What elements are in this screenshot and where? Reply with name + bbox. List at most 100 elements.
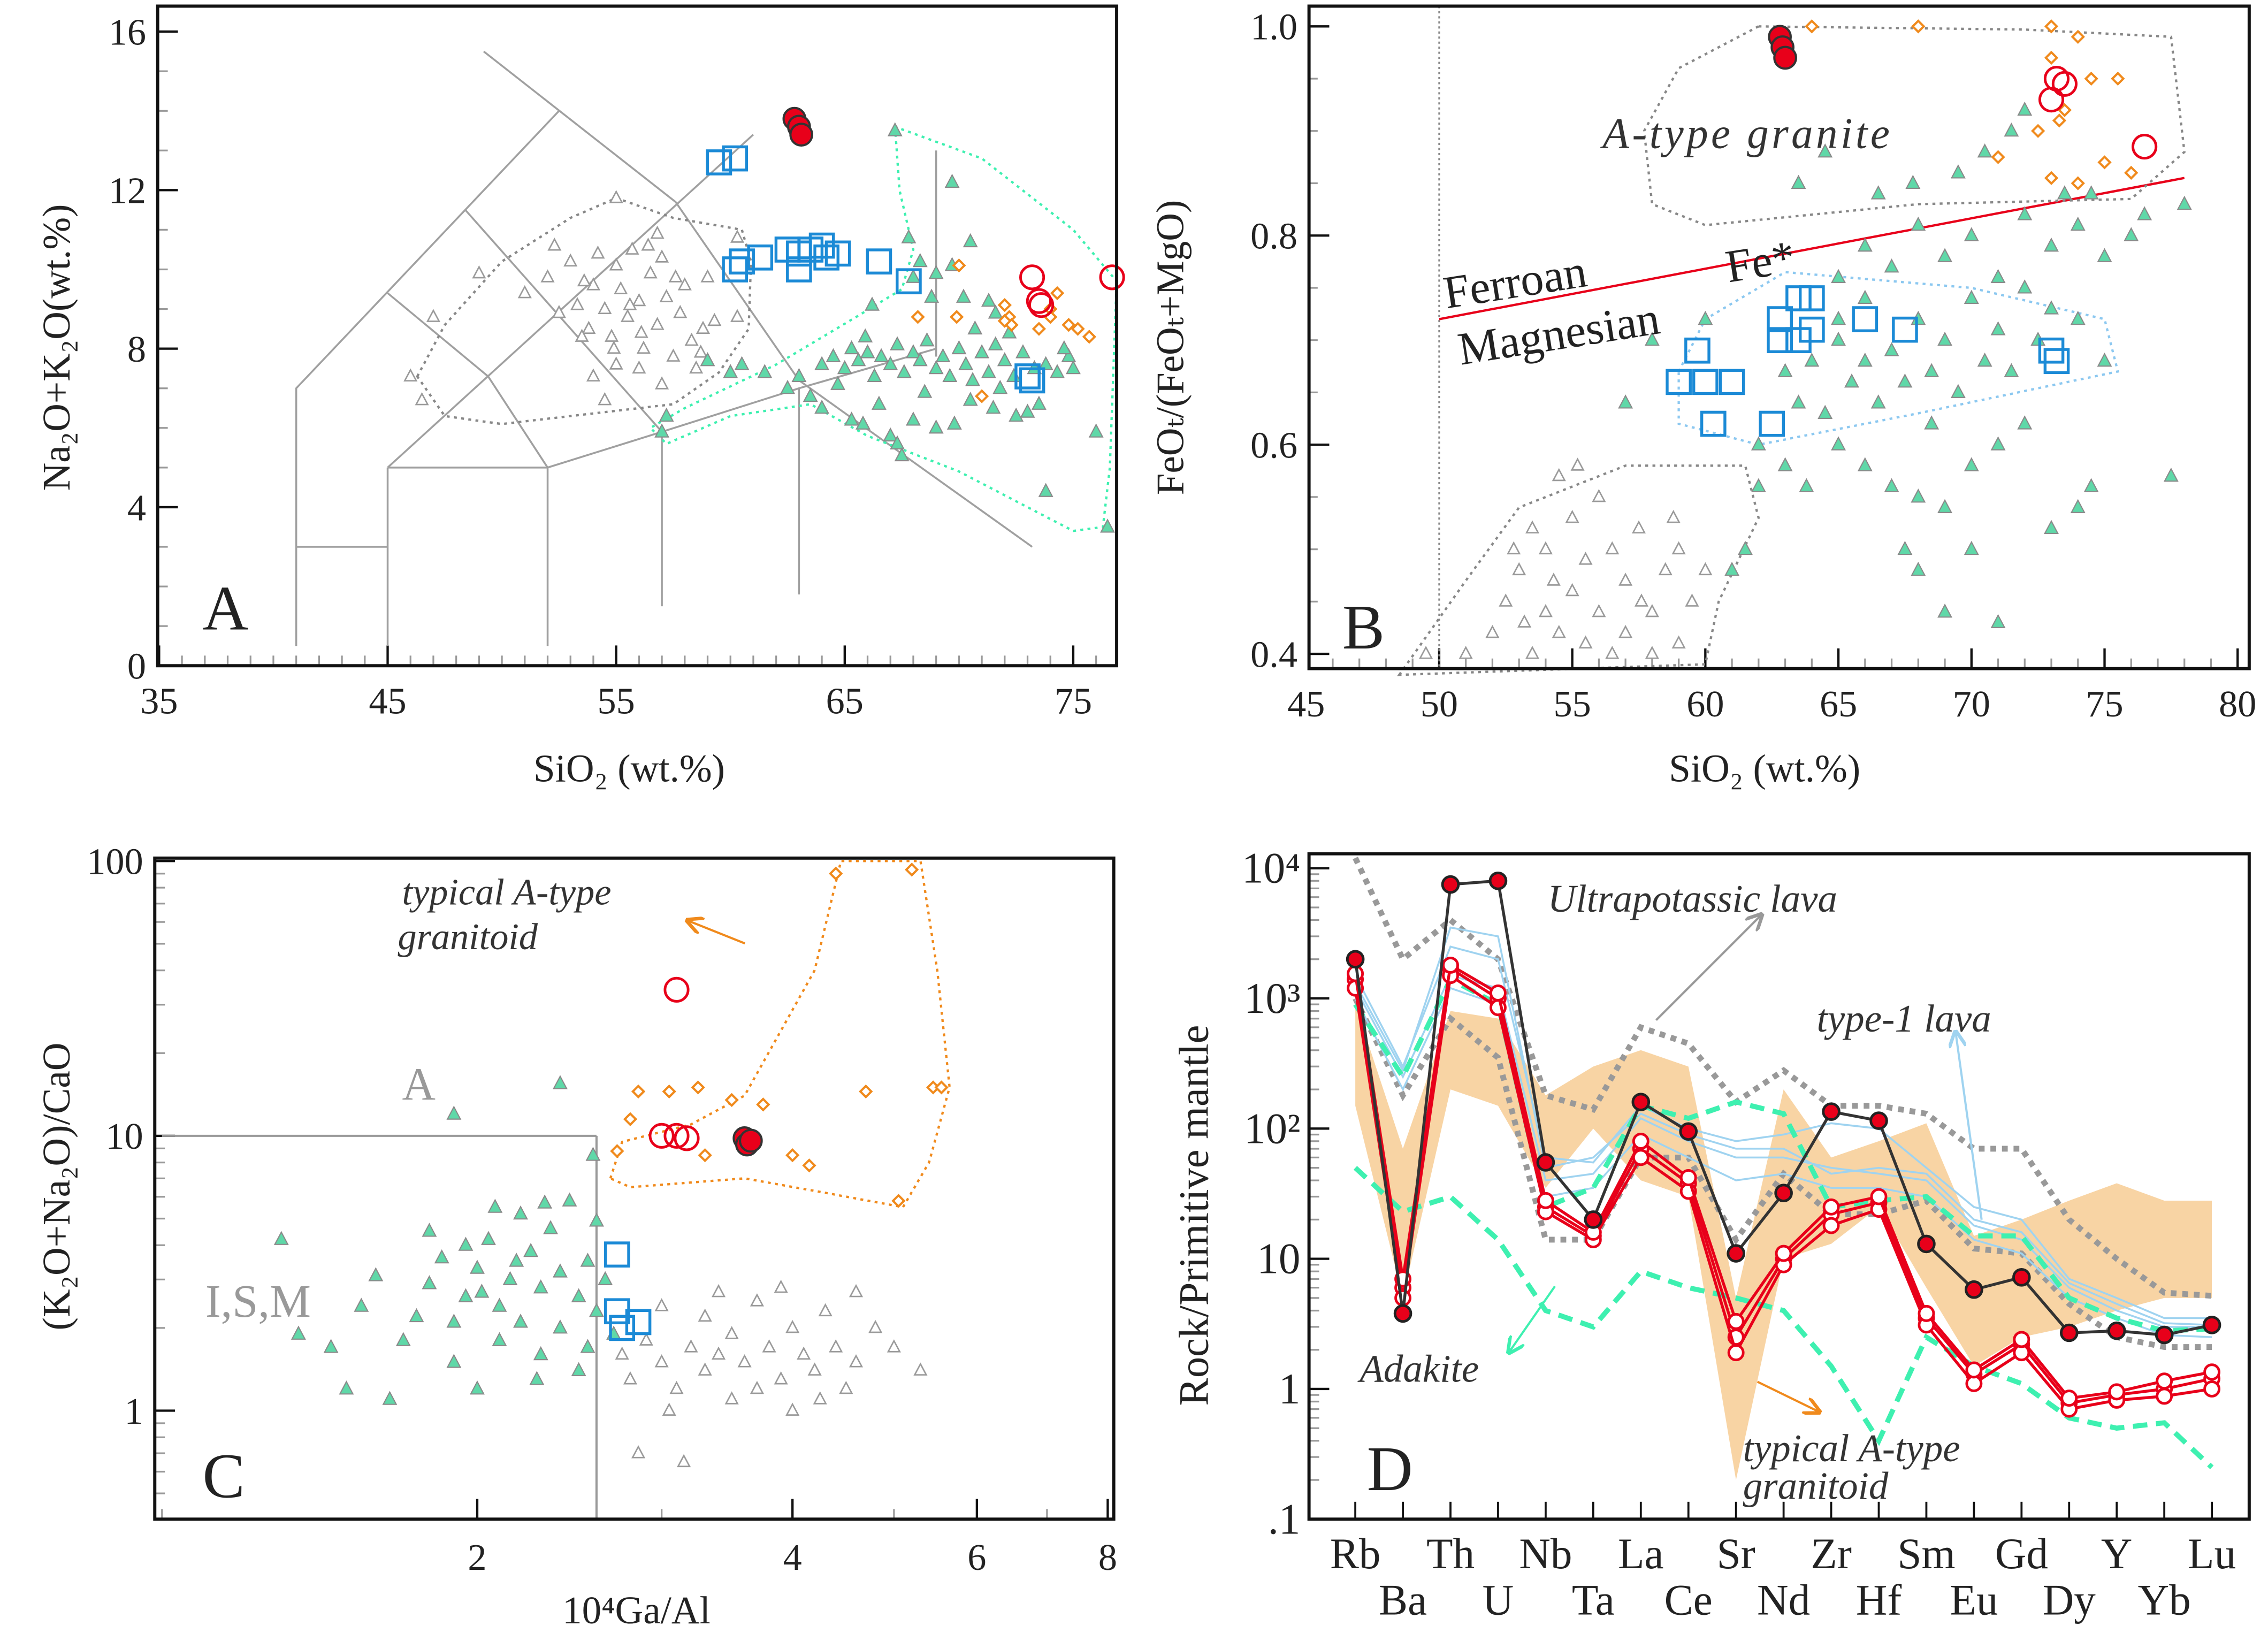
green-triangle-point	[1751, 436, 1766, 451]
green-triangle-point	[598, 1271, 613, 1285]
green-triangle-point	[890, 435, 905, 449]
x-tick-label-eu: Eu	[1950, 1576, 1998, 1624]
gray-triangle-point	[586, 277, 601, 291]
green-triangle-point	[1644, 331, 1660, 346]
red-sample-point	[1727, 1344, 1745, 1362]
adakite-label: Adakite	[1357, 1347, 1479, 1390]
green-triangle-point	[1738, 540, 1753, 555]
gray-triangle-point	[1618, 624, 1633, 638]
green-triangle-point	[509, 1253, 524, 1267]
y-tick-label: 0.4	[1250, 633, 1297, 675]
green-triangle-point	[474, 1284, 490, 1298]
gray-triangle-point	[677, 277, 692, 291]
green-triangle-point	[919, 332, 935, 347]
red-sample-point	[1918, 1304, 1935, 1322]
black-sample-point	[2012, 1268, 2031, 1287]
ultrapotassic-arrow	[1655, 914, 1761, 1021]
orange-diamond-point	[2084, 71, 2098, 86]
green-triangle-point	[1038, 483, 1053, 497]
green-triangle-point	[1724, 561, 1740, 576]
gray-triangle-point	[614, 281, 628, 294]
panel-c-letter: C	[202, 1441, 245, 1512]
green-triangle-point	[543, 1220, 559, 1234]
type1-arrow	[1956, 1032, 1983, 1220]
green-triangle-point	[844, 340, 859, 355]
red-open-circle-point	[663, 976, 690, 1003]
orange-diamond-point	[1911, 19, 1926, 34]
gray-triangle-point	[1671, 541, 1686, 555]
gray-triangle-point	[609, 190, 623, 203]
black-sample-point	[1536, 1153, 1555, 1172]
blue-square-point	[625, 1309, 652, 1335]
y-tick-label: .1	[1268, 1495, 1301, 1543]
gray-field	[416, 196, 752, 425]
blue-square-point	[1799, 316, 1825, 343]
orange-diamond-point	[1062, 318, 1076, 332]
green-triangle-point	[1061, 348, 1076, 362]
green-triangle-point	[1100, 518, 1115, 533]
panel-a-xlabel: SiO₂ (wt.%)	[533, 747, 725, 790]
orange-diamond-point	[2111, 71, 2125, 86]
gray-triangle-point	[639, 1332, 653, 1346]
gray-triangle-point	[1592, 604, 1606, 617]
green-triangle-point	[571, 1362, 586, 1376]
green-triangle-point	[492, 1297, 507, 1312]
gray-triangle-point	[623, 297, 637, 310]
gray-triangle-point	[696, 320, 711, 334]
gray-triangle-point	[609, 257, 623, 271]
gray-triangle-point	[1570, 457, 1585, 471]
red-sample-point	[2203, 1363, 2221, 1381]
type1-label: type-1 lava	[1817, 997, 1991, 1040]
gray-triangle-point	[1525, 520, 1540, 533]
green-triangle-point	[791, 368, 807, 383]
green-triangle-point	[1937, 331, 1953, 346]
panel-a: 35 45 55 65 75 0 4 8 12 16 A SiO₂ (wt.%) Na₂O+K₂O…	[35, 4, 1125, 790]
gray-triangle-point	[913, 1362, 928, 1376]
orange-diamond-point	[859, 1084, 873, 1099]
orange-diamond-point	[2071, 29, 2085, 44]
x-tick-label-u: U	[1483, 1576, 1514, 1624]
panel-b-plot: 45 50 55 60 65 70 75 80 0.4 0.6 0.8 1.0	[1250, 6, 2256, 725]
gray-triangle-point	[1698, 562, 1713, 576]
gray-triangle-point	[684, 332, 699, 346]
series-line-adakite	[1353, 1166, 2214, 1469]
gray-triangle-point	[839, 1380, 853, 1394]
gray-triangle-point	[1658, 562, 1673, 576]
green-triangle-point	[533, 1279, 548, 1294]
black-sample-point	[2155, 1325, 2174, 1345]
green-triangle-point	[2017, 206, 2033, 220]
orange-diamond-point	[974, 389, 989, 403]
orange-diamond-point	[802, 1158, 816, 1173]
y-tick-label: 1	[125, 1391, 143, 1432]
gray-triangle-point	[785, 1319, 800, 1333]
gray-triangle-point	[582, 320, 596, 334]
x-tick-label: 75	[2086, 683, 2123, 725]
green-triangle-point	[446, 1354, 462, 1368]
green-triangle-point	[1937, 499, 1953, 513]
green-triangle-point	[533, 1346, 548, 1361]
y-tick-label: 0.6	[1250, 424, 1297, 466]
green-triangle-point	[803, 387, 818, 402]
gray-triangle-point	[426, 309, 441, 322]
green-triangle-point	[2070, 310, 2086, 325]
x-tick-label-la: La	[1618, 1530, 1664, 1578]
green-triangle-point	[585, 1147, 601, 1161]
green-triangle-point	[487, 1199, 503, 1213]
green-triangle-point	[1870, 185, 1886, 200]
green-triangle-point	[858, 328, 873, 342]
gray-triangle-point	[1605, 646, 1620, 659]
green-triangle-point	[2163, 467, 2179, 482]
fe-star-label: Fe*	[1722, 231, 1799, 292]
x-tick-label-ce: Ce	[1664, 1576, 1713, 1624]
y-tick-label: 0.8	[1250, 216, 1297, 257]
blue-square-point	[1700, 410, 1727, 437]
blue-square-point	[1692, 369, 1719, 395]
gray-triangle-point	[472, 265, 486, 279]
gray-triangle-point	[750, 1293, 764, 1307]
c-atype-label-1: typical A-type	[402, 871, 612, 913]
green-triangle-point	[1002, 324, 1017, 339]
orange-diamond-point	[1082, 330, 1096, 344]
orange-diamond-point	[631, 1084, 646, 1099]
green-triangle-point	[2070, 216, 2086, 231]
